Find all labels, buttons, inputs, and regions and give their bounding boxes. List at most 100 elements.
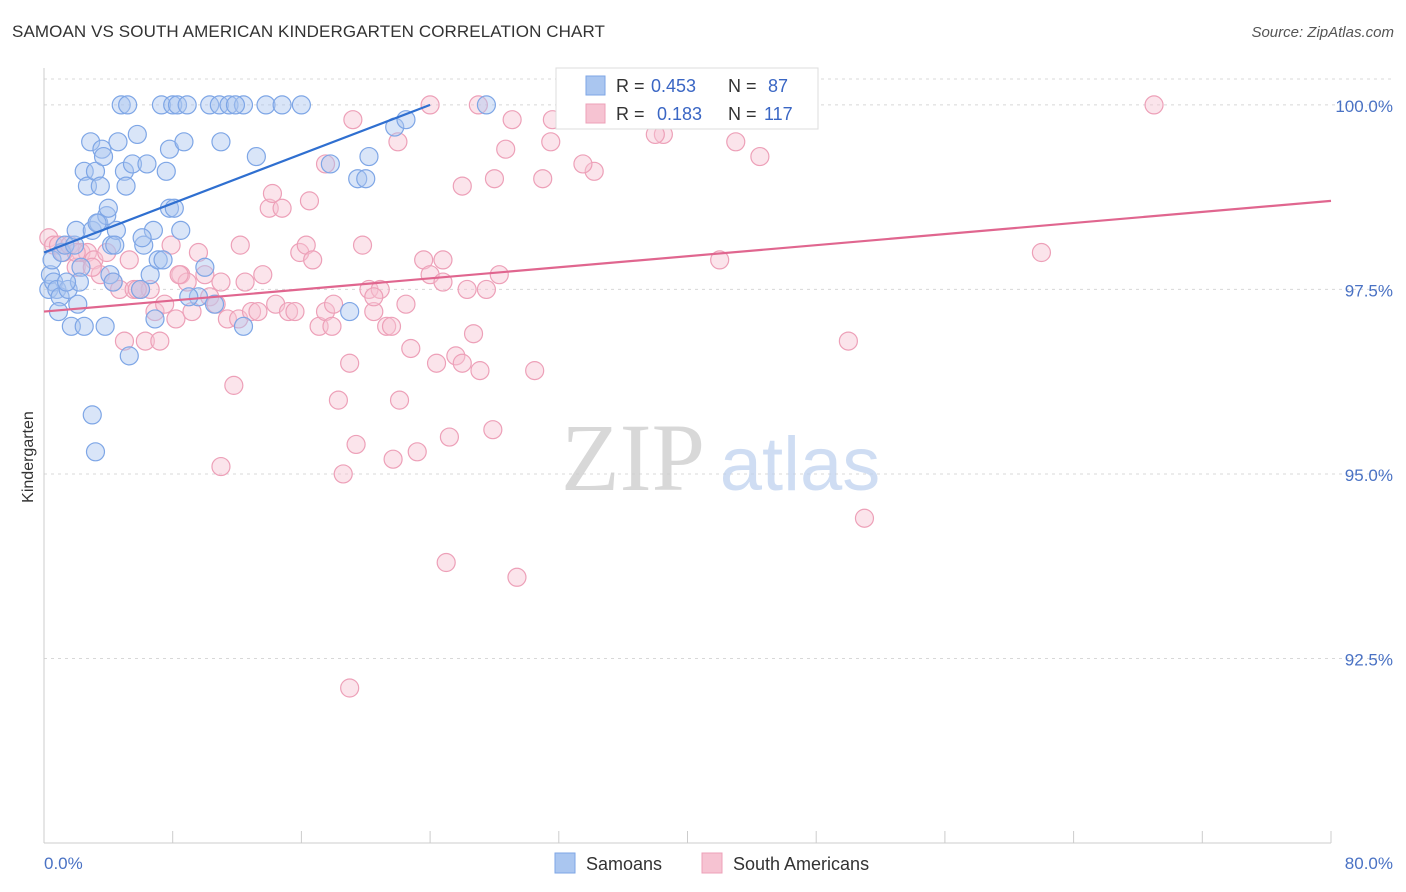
samoans-point [98, 198, 118, 218]
south-americans-point [377, 316, 397, 336]
south-americans-point [401, 338, 421, 359]
samoans-point [58, 279, 78, 300]
south-americans-point [436, 552, 456, 573]
samoans-point [163, 95, 183, 115]
south-americans-point [224, 375, 244, 395]
samoans-point [476, 95, 497, 115]
x-tick-label-start: 0.0% [44, 854, 83, 873]
samoans-point [356, 169, 376, 189]
y-axis-labels: 100.0% 97.5% 95.0% 92.5% [1335, 97, 1393, 670]
samoans-point [105, 235, 125, 255]
samoans-point [116, 176, 136, 196]
south-americans-point [396, 294, 416, 314]
south-americans-point [333, 464, 353, 484]
south-americans-point [340, 353, 360, 373]
south-americans-point [383, 449, 403, 469]
samoans-point [153, 250, 173, 270]
south-americans-point [525, 361, 545, 381]
samoans-point [130, 279, 151, 300]
samoans-point [90, 176, 110, 196]
south-americans-point [272, 198, 292, 218]
samoans-point [219, 95, 239, 115]
south-americans-point [470, 361, 490, 381]
samoans-point [122, 154, 143, 174]
samoans-point [320, 154, 340, 174]
samoans-point [177, 95, 197, 115]
south-americans-point [169, 265, 189, 285]
south-americans-point [446, 346, 466, 366]
samoans-point [140, 265, 160, 285]
south-americans-point [66, 242, 86, 263]
south-americans-point [489, 265, 509, 285]
south-americans-point [533, 169, 553, 189]
samoans-point [85, 442, 106, 462]
samoans-point [132, 228, 152, 248]
samoans-point [167, 95, 188, 115]
south-americans-point [433, 250, 453, 270]
south-americans-point [235, 272, 255, 292]
south-americans-point [388, 132, 408, 152]
south-americans-point [66, 257, 86, 277]
chart-title: SAMOAN VS SOUTH AMERICAN KINDERGARTEN CO… [12, 22, 606, 41]
south-americans-point [370, 279, 390, 300]
y-tick-label: 95.0% [1345, 466, 1393, 485]
watermark-atlas: atlas [720, 422, 881, 507]
south-americans-point [195, 265, 215, 285]
south-americans-point [502, 110, 522, 130]
south-americans-point [241, 301, 262, 322]
south-americans-point [211, 456, 231, 477]
samoans-point [92, 139, 112, 159]
series-legend: Samoans South Americans [554, 852, 869, 874]
south-americans-point [426, 353, 447, 373]
south-americans-trend-line [43, 199, 1332, 313]
south-americans-point [854, 508, 875, 528]
south-americans-point [468, 95, 488, 115]
samoans-point [171, 220, 191, 240]
south-americans-point [114, 331, 135, 351]
y-tick-label: 97.5% [1345, 281, 1393, 300]
legend-south-americans-swatch [701, 852, 723, 874]
y-axis-title: Kindergarten [20, 411, 37, 503]
watermark: ZIP atlas [561, 404, 880, 511]
south-americans-point [299, 191, 320, 211]
legend-samoans-label: Samoans [586, 854, 662, 874]
south-americans-point [389, 390, 410, 410]
samoans-point [119, 346, 139, 366]
samoans-point [174, 132, 194, 152]
legend-south-americans-label: South Americans [733, 854, 869, 874]
south-americans-point [452, 176, 472, 196]
samoans-point [82, 405, 102, 425]
trend-lines [43, 103, 1332, 313]
south-americans-point [573, 154, 593, 174]
south-americans-point [253, 265, 273, 285]
south-americans-point [343, 110, 363, 130]
south-americans-point [346, 434, 366, 455]
samoans-point [195, 257, 215, 277]
south-americans-point [541, 132, 561, 152]
samoans-r-label: R = [616, 76, 645, 96]
south-americans-r-value: 0.183 [657, 104, 702, 124]
south-americans-point [452, 353, 472, 373]
samoans-point [93, 146, 114, 167]
south-americans-point [166, 309, 186, 329]
grid [44, 78, 1392, 659]
south-americans-point [507, 567, 527, 587]
south-americans-point [484, 169, 505, 189]
samoans-point [56, 272, 77, 292]
samoans-point [225, 95, 246, 115]
south-americans-point [177, 272, 197, 292]
south-americans-point [161, 235, 181, 255]
x-tick-label-end: 80.0% [1345, 854, 1393, 873]
south-americans-point [483, 420, 503, 440]
south-americans-point [340, 678, 360, 698]
y-tick-label: 92.5% [1345, 650, 1393, 669]
samoans-point [200, 95, 220, 115]
samoans-n-label: N = [728, 76, 757, 96]
south-americans-point [322, 316, 342, 336]
source-label: Source: ZipAtlas.com [1251, 24, 1394, 41]
samoans-point [179, 287, 199, 307]
south-americans-point [155, 294, 175, 314]
south-americans-point [710, 250, 730, 270]
south-americans-point [496, 139, 516, 159]
